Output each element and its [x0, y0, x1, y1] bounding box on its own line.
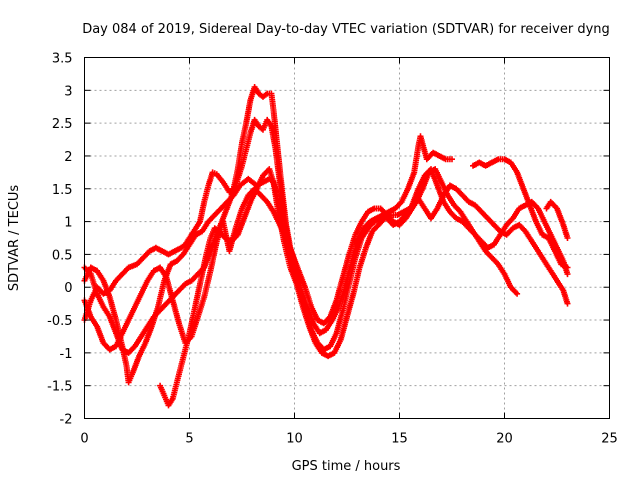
y-tick-label: 2.5 [52, 117, 73, 132]
y-tick-label: 3.5 [52, 52, 73, 67]
x-tick-label: 15 [391, 432, 408, 447]
tick-labels: 0 5 10 15 20 25 -2 -1.5 -1 -0.5 0 0.5 1 1.5 2 2.5 3 3.5 [47, 52, 618, 447]
series-markers [470, 156, 571, 271]
x-axis-label: GPS time / hours [292, 459, 401, 474]
x-tick-label: 25 [601, 432, 618, 447]
y-tick-label: 0 [64, 281, 72, 296]
y-tick-label: 0.5 [52, 248, 73, 263]
x-tick-label: 0 [80, 432, 88, 447]
y-tick-label: 2 [64, 150, 72, 165]
y-tick-label: -2 [60, 413, 73, 428]
y-tick-label: -0.5 [47, 314, 72, 329]
y-tick-label: -1.5 [47, 380, 72, 395]
x-tick-label: 10 [286, 432, 303, 447]
series-track-5 [157, 166, 292, 409]
y-tick-label: -1 [60, 347, 73, 362]
series-markers [157, 166, 292, 409]
y-axis-label: SDTVAR / TECUs [7, 185, 22, 292]
x-tick-label: 5 [185, 432, 193, 447]
y-tick-label: 1 [64, 216, 72, 231]
y-tick-label: 1.5 [52, 183, 73, 198]
axis-ticks [84, 57, 610, 419]
x-tick-label: 20 [496, 432, 513, 447]
series-track-6 [470, 156, 571, 271]
y-tick-label: 3 [64, 84, 72, 99]
plot-frame [84, 57, 610, 419]
chart-title: Day 084 of 2019, Sidereal Day-to-day VTE… [82, 22, 610, 37]
